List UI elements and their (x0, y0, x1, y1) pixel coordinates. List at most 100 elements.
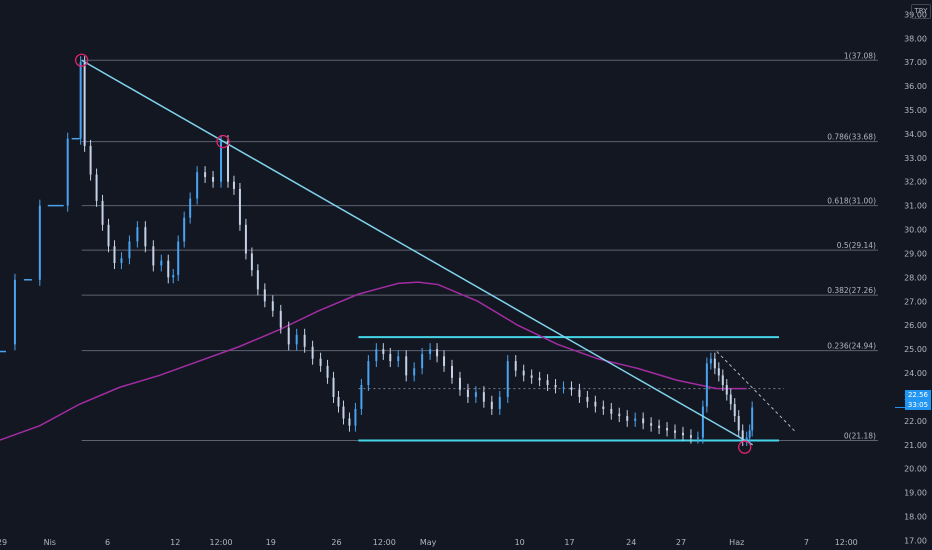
candle-body (443, 356, 446, 366)
candle-body (482, 392, 485, 402)
candle-body (189, 198, 192, 218)
candle-body (196, 172, 199, 199)
candle-body (144, 227, 147, 247)
candle-body (226, 141, 229, 182)
candle-body (681, 432, 684, 436)
candle-body (107, 224, 110, 247)
candle-body (354, 408, 357, 426)
candle-body (634, 418, 637, 421)
candle-body (326, 365, 329, 378)
candle-body (405, 356, 408, 376)
candle-body (546, 380, 549, 385)
candle-body (389, 353, 392, 362)
candle-body (382, 349, 385, 354)
candle-body (506, 361, 509, 397)
candle-body (256, 270, 259, 290)
y-tick-label: 38.00 (904, 34, 927, 43)
candle-body (658, 425, 661, 429)
candle-body (626, 416, 629, 421)
last-price-badge: 22.56 33:05 (905, 390, 931, 410)
x-tick-label: 29 (0, 538, 7, 547)
candle-body (570, 387, 573, 390)
candle-body (737, 416, 740, 431)
candle-body (701, 406, 704, 438)
candle-body (741, 430, 744, 440)
x-tick-label: 24 (626, 538, 636, 547)
y-tick-label: 17.00 (904, 536, 927, 545)
bar-countdown: 33:05 (907, 401, 929, 409)
y-tick-label: 26.00 (904, 321, 927, 330)
candle-body (745, 437, 748, 440)
candle-body (413, 368, 416, 376)
candle-body (120, 258, 123, 264)
y-tick-label: 31.00 (904, 202, 927, 211)
candle-body (167, 260, 170, 278)
candle-body (436, 349, 439, 357)
fib-level-label: 0.236(24.94) (827, 342, 876, 351)
last-price-value: 22.56 (907, 391, 929, 399)
y-tick-label: 22.00 (904, 417, 927, 426)
candle-body (578, 389, 581, 397)
candle-body (101, 200, 104, 225)
candle-body (303, 334, 306, 347)
candle-body (160, 260, 163, 266)
candle-body (397, 356, 400, 362)
candle-body (79, 62, 82, 139)
candle-body (466, 389, 469, 397)
candle-body (337, 396, 340, 407)
candle-body (238, 188, 241, 225)
candle-body (594, 401, 597, 407)
candle-body (666, 428, 669, 431)
candle-body (152, 246, 155, 266)
x-tick-label: 19 (266, 538, 276, 547)
x-tick-label: 12:00 (835, 538, 858, 547)
candle-body (348, 418, 351, 426)
x-tick-label: Nis (44, 538, 56, 547)
candle-body (38, 205, 41, 280)
y-tick-label: 36.00 (904, 82, 927, 91)
x-tick-label: 17 (564, 538, 574, 547)
candle-body (705, 363, 708, 407)
y-tick-label: 37.00 (904, 58, 927, 67)
fib-level-label: 0.786(33.68) (827, 133, 876, 142)
candle-body (250, 253, 253, 271)
candle-body (83, 62, 86, 146)
candle-body (279, 310, 282, 328)
candle-body (642, 418, 645, 424)
x-tick-label: 12 (170, 538, 180, 547)
candle-body (172, 275, 175, 278)
candle-body (342, 406, 345, 419)
currency-badge[interactable]: TRY (911, 4, 931, 19)
fib-level-label: 0.382(27.26) (827, 286, 876, 295)
x-tick-label: 26 (331, 538, 341, 547)
candle-body (725, 385, 728, 395)
y-tick-label: 29.00 (904, 249, 927, 258)
x-tick-label: 7 (804, 538, 809, 547)
candle-body (554, 385, 557, 388)
y-tick-label: 35.00 (904, 106, 927, 115)
candle-body (717, 368, 720, 376)
candle-body (360, 385, 363, 409)
downtrend-line (81, 59, 754, 446)
pivot-circle (738, 440, 752, 454)
candle-body (212, 176, 215, 182)
fib-level-label: 0.618(31.00) (827, 197, 876, 206)
candle-body (421, 353, 424, 369)
candle-body (367, 361, 370, 385)
candle-body (713, 358, 716, 369)
y-tick-label: 21.00 (904, 441, 927, 450)
candle-body (610, 408, 613, 414)
y-tick-label: 39.00 (904, 10, 927, 19)
candle-body (319, 358, 322, 366)
candle-body (244, 224, 247, 254)
y-tick-label: 27.00 (904, 297, 927, 306)
pivot-circle (216, 134, 230, 149)
candle-body (562, 387, 565, 389)
candle-body (751, 407, 754, 431)
y-tick-label: 33.00 (904, 154, 927, 163)
fib-level-label: 0.5(29.14) (837, 241, 876, 250)
x-tick-label: May (420, 538, 437, 547)
candle-body (89, 145, 92, 175)
